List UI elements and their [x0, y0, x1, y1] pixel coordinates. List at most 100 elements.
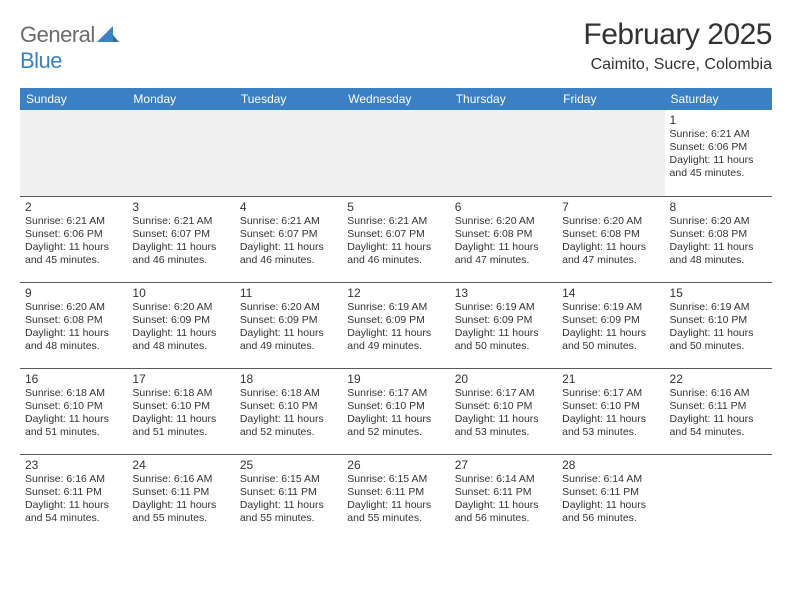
calendar-cell: 2Sunrise: 6:21 AMSunset: 6:06 PMDaylight… [20, 196, 127, 282]
sunset-text: Sunset: 6:10 PM [347, 400, 444, 413]
page-title: February 2025 [583, 18, 772, 52]
calendar-cell: 23Sunrise: 6:16 AMSunset: 6:11 PMDayligh… [20, 454, 127, 540]
header: General Blue February 2025 Caimito, Sucr… [20, 18, 772, 74]
sunrise-text: Sunrise: 6:21 AM [240, 215, 337, 228]
daylight-text: Daylight: 11 hours and 49 minutes. [240, 327, 337, 353]
daylight-text: Daylight: 11 hours and 48 minutes. [670, 241, 767, 267]
day-number: 8 [670, 200, 767, 214]
sunset-text: Sunset: 6:06 PM [25, 228, 122, 241]
sunrise-text: Sunrise: 6:15 AM [347, 473, 444, 486]
sunset-text: Sunset: 6:11 PM [347, 486, 444, 499]
day-info: Sunrise: 6:20 AMSunset: 6:08 PMDaylight:… [670, 215, 767, 268]
logo-word-general: General [20, 22, 95, 47]
day-number: 27 [455, 458, 552, 472]
sunrise-text: Sunrise: 6:19 AM [347, 301, 444, 314]
sunrise-text: Sunrise: 6:16 AM [132, 473, 229, 486]
calendar-cell: 20Sunrise: 6:17 AMSunset: 6:10 PMDayligh… [450, 368, 557, 454]
calendar-week-row: 9Sunrise: 6:20 AMSunset: 6:08 PMDaylight… [20, 282, 772, 368]
sunrise-text: Sunrise: 6:18 AM [240, 387, 337, 400]
day-number: 23 [25, 458, 122, 472]
day-number: 16 [25, 372, 122, 386]
day-header: Tuesday [235, 88, 342, 110]
daylight-text: Daylight: 11 hours and 53 minutes. [455, 413, 552, 439]
daylight-text: Daylight: 11 hours and 50 minutes. [455, 327, 552, 353]
day-header: Monday [127, 88, 234, 110]
calendar-cell: 16Sunrise: 6:18 AMSunset: 6:10 PMDayligh… [20, 368, 127, 454]
day-header-row: Sunday Monday Tuesday Wednesday Thursday… [20, 88, 772, 110]
sunset-text: Sunset: 6:09 PM [347, 314, 444, 327]
day-info: Sunrise: 6:16 AMSunset: 6:11 PMDaylight:… [670, 387, 767, 440]
day-number: 1 [670, 113, 767, 127]
day-header: Wednesday [342, 88, 449, 110]
calendar-cell: 8Sunrise: 6:20 AMSunset: 6:08 PMDaylight… [665, 196, 772, 282]
day-info: Sunrise: 6:17 AMSunset: 6:10 PMDaylight:… [455, 387, 552, 440]
calendar-cell: 13Sunrise: 6:19 AMSunset: 6:09 PMDayligh… [450, 282, 557, 368]
day-number: 21 [562, 372, 659, 386]
day-info: Sunrise: 6:21 AMSunset: 6:06 PMDaylight:… [25, 215, 122, 268]
calendar-cell: 24Sunrise: 6:16 AMSunset: 6:11 PMDayligh… [127, 454, 234, 540]
calendar-cell: 14Sunrise: 6:19 AMSunset: 6:09 PMDayligh… [557, 282, 664, 368]
day-number: 18 [240, 372, 337, 386]
sunrise-text: Sunrise: 6:17 AM [455, 387, 552, 400]
sunrise-text: Sunrise: 6:15 AM [240, 473, 337, 486]
calendar-cell: 26Sunrise: 6:15 AMSunset: 6:11 PMDayligh… [342, 454, 449, 540]
day-info: Sunrise: 6:20 AMSunset: 6:08 PMDaylight:… [562, 215, 659, 268]
sunrise-text: Sunrise: 6:20 AM [240, 301, 337, 314]
sunset-text: Sunset: 6:07 PM [347, 228, 444, 241]
sunrise-text: Sunrise: 6:21 AM [25, 215, 122, 228]
sunrise-text: Sunrise: 6:18 AM [25, 387, 122, 400]
day-info: Sunrise: 6:21 AMSunset: 6:06 PMDaylight:… [670, 128, 767, 181]
daylight-text: Daylight: 11 hours and 45 minutes. [670, 154, 767, 180]
daylight-text: Daylight: 11 hours and 46 minutes. [240, 241, 337, 267]
sunrise-text: Sunrise: 6:20 AM [670, 215, 767, 228]
day-header: Friday [557, 88, 664, 110]
daylight-text: Daylight: 11 hours and 49 minutes. [347, 327, 444, 353]
sunrise-text: Sunrise: 6:19 AM [562, 301, 659, 314]
daylight-text: Daylight: 11 hours and 46 minutes. [347, 241, 444, 267]
day-info: Sunrise: 6:17 AMSunset: 6:10 PMDaylight:… [347, 387, 444, 440]
calendar-cell [127, 110, 234, 196]
calendar-cell [665, 454, 772, 540]
calendar-cell: 15Sunrise: 6:19 AMSunset: 6:10 PMDayligh… [665, 282, 772, 368]
sunset-text: Sunset: 6:10 PM [670, 314, 767, 327]
sunset-text: Sunset: 6:08 PM [25, 314, 122, 327]
daylight-text: Daylight: 11 hours and 55 minutes. [132, 499, 229, 525]
calendar-cell [342, 110, 449, 196]
daylight-text: Daylight: 11 hours and 52 minutes. [347, 413, 444, 439]
daylight-text: Daylight: 11 hours and 46 minutes. [132, 241, 229, 267]
day-number: 22 [670, 372, 767, 386]
sunrise-text: Sunrise: 6:20 AM [132, 301, 229, 314]
calendar-week-row: 23Sunrise: 6:16 AMSunset: 6:11 PMDayligh… [20, 454, 772, 540]
day-header: Saturday [665, 88, 772, 110]
sunrise-text: Sunrise: 6:21 AM [132, 215, 229, 228]
calendar-cell: 5Sunrise: 6:21 AMSunset: 6:07 PMDaylight… [342, 196, 449, 282]
calendar-cell: 9Sunrise: 6:20 AMSunset: 6:08 PMDaylight… [20, 282, 127, 368]
calendar-cell: 18Sunrise: 6:18 AMSunset: 6:10 PMDayligh… [235, 368, 342, 454]
daylight-text: Daylight: 11 hours and 48 minutes. [132, 327, 229, 353]
sunrise-text: Sunrise: 6:16 AM [25, 473, 122, 486]
calendar-cell: 12Sunrise: 6:19 AMSunset: 6:09 PMDayligh… [342, 282, 449, 368]
daylight-text: Daylight: 11 hours and 47 minutes. [455, 241, 552, 267]
sunrise-text: Sunrise: 6:16 AM [670, 387, 767, 400]
logo-sail-icon [97, 29, 119, 46]
calendar-cell [20, 110, 127, 196]
day-number: 7 [562, 200, 659, 214]
daylight-text: Daylight: 11 hours and 54 minutes. [670, 413, 767, 439]
sunset-text: Sunset: 6:10 PM [132, 400, 229, 413]
day-number: 3 [132, 200, 229, 214]
sunset-text: Sunset: 6:11 PM [240, 486, 337, 499]
day-number: 26 [347, 458, 444, 472]
daylight-text: Daylight: 11 hours and 54 minutes. [25, 499, 122, 525]
day-info: Sunrise: 6:16 AMSunset: 6:11 PMDaylight:… [25, 473, 122, 526]
day-info: Sunrise: 6:21 AMSunset: 6:07 PMDaylight:… [240, 215, 337, 268]
calendar-table: Sunday Monday Tuesday Wednesday Thursday… [20, 88, 772, 540]
daylight-text: Daylight: 11 hours and 48 minutes. [25, 327, 122, 353]
calendar-cell: 17Sunrise: 6:18 AMSunset: 6:10 PMDayligh… [127, 368, 234, 454]
day-number: 17 [132, 372, 229, 386]
daylight-text: Daylight: 11 hours and 52 minutes. [240, 413, 337, 439]
sunrise-text: Sunrise: 6:20 AM [455, 215, 552, 228]
day-info: Sunrise: 6:15 AMSunset: 6:11 PMDaylight:… [347, 473, 444, 526]
day-info: Sunrise: 6:18 AMSunset: 6:10 PMDaylight:… [25, 387, 122, 440]
calendar-cell: 19Sunrise: 6:17 AMSunset: 6:10 PMDayligh… [342, 368, 449, 454]
calendar-cell [235, 110, 342, 196]
